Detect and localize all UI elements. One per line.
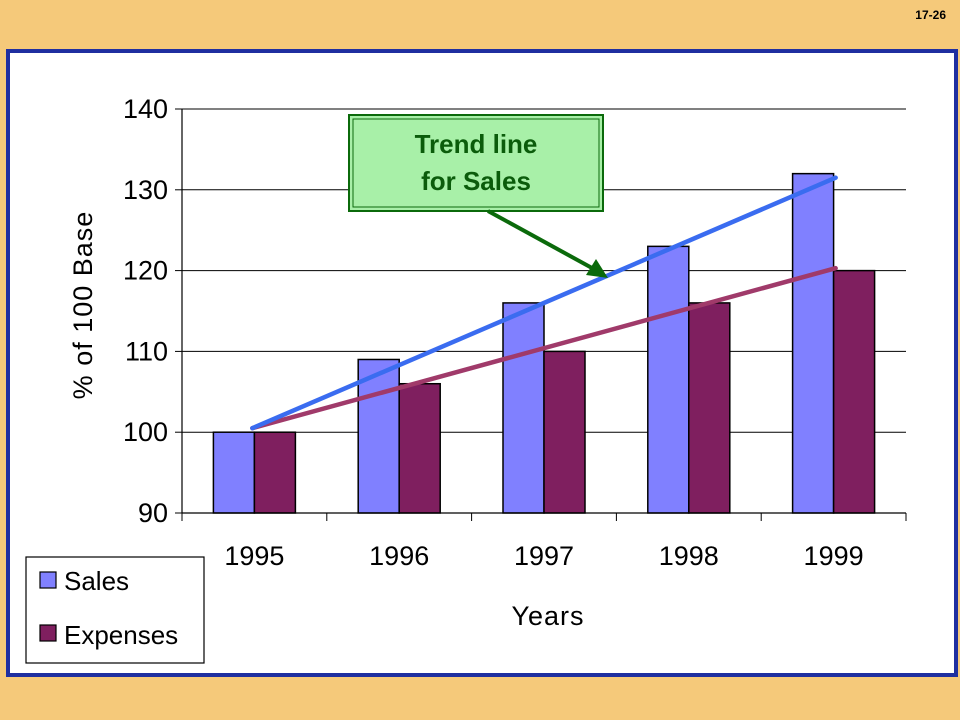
axes <box>175 108 907 521</box>
bar-sales-1999 <box>791 172 835 514</box>
bar-expenses-1996 <box>398 382 441 514</box>
y-tick-label-90: 90 <box>138 498 168 528</box>
y-tick-labels: 90 100 110 120 130 140 <box>123 94 168 528</box>
y-tick-label-100: 100 <box>123 417 168 447</box>
x-tick-label-1997: 1997 <box>514 541 574 571</box>
y-axis-title: % of 100 Base <box>68 211 98 400</box>
legend-label-sales: Sales <box>64 566 129 596</box>
bar-expenses-1998 <box>688 302 731 514</box>
x-tick-labels: 1995 1996 1997 1998 1999 <box>224 541 863 571</box>
trend-lines <box>250 175 838 431</box>
bar-expenses-1999 <box>832 269 876 514</box>
y-tick-label-130: 130 <box>123 175 168 205</box>
bar-sales-1995 <box>212 431 256 514</box>
callout-line-1: Trend line <box>415 129 538 159</box>
bar-chart: 90 100 110 120 130 140 1995 1996 1997 1998 1999 %… <box>25 94 907 664</box>
bar-sales-1997 <box>502 302 545 514</box>
bar-sales-1998 <box>647 245 690 514</box>
gridlines <box>182 108 906 433</box>
x-tick-label-1996: 1996 <box>369 541 429 571</box>
trend-line-sales <box>250 175 838 431</box>
bar-expenses-1997 <box>543 350 586 514</box>
trend-line-expenses <box>250 265 838 431</box>
bar-expenses-1995 <box>253 431 297 514</box>
y-tick-label-140: 140 <box>123 94 168 124</box>
x-tick-label-1995: 1995 <box>224 541 284 571</box>
trend-line-callout: Trend line for Sales <box>348 114 604 212</box>
callout-line-2: for Sales <box>421 166 531 196</box>
y-tick-label-110: 110 <box>125 336 168 366</box>
chart-frame: 90 100 110 120 130 140 1995 1996 1997 1998 1999 %… <box>6 49 958 677</box>
bars <box>212 172 876 514</box>
legend-swatch-sales <box>39 571 57 589</box>
legend-swatch-expenses <box>39 624 57 642</box>
callout-arrow-line <box>487 209 593 270</box>
x-tick-label-1998: 1998 <box>659 541 719 571</box>
legend: Sales Expenses <box>25 556 205 664</box>
legend-label-expenses: Expenses <box>64 620 178 650</box>
bar-sales-1996 <box>357 358 400 514</box>
slide-number: 17-26 <box>915 8 946 22</box>
x-tick-label-1999: 1999 <box>804 541 864 571</box>
callout-box <box>348 114 604 212</box>
callout-inner-border <box>352 118 600 208</box>
callout-arrow <box>487 209 608 278</box>
callout-arrow-head <box>586 259 608 278</box>
y-tick-label-120: 120 <box>123 256 168 286</box>
x-axis-title: Years <box>511 601 584 631</box>
